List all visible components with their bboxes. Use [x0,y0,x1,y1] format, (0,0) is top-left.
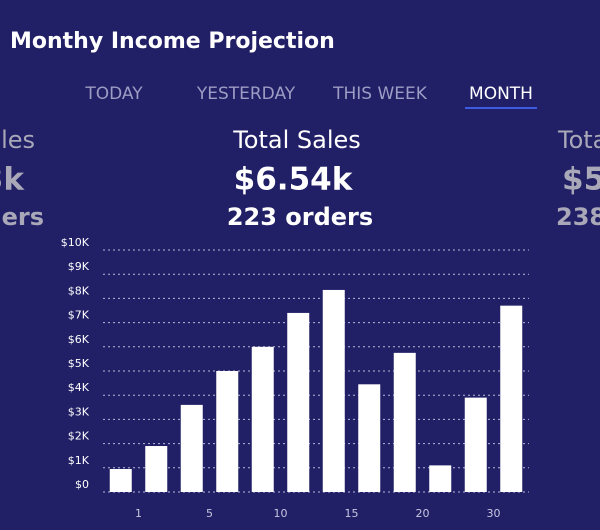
card-title: Tota [557,126,600,154]
bar [251,346,274,492]
tab[interactable]: TODAY [84,84,143,104]
bar [145,446,168,492]
card-orders: 223 orders [227,203,373,231]
y-tick-label: $6K [68,333,90,346]
x-tick-label: 5 [206,507,213,520]
x-tick-label: 15 [345,507,359,520]
card-title: Total Sales [232,126,361,154]
bar [180,404,203,492]
x-tick-label: 20 [416,507,430,520]
tab[interactable]: YESTERDAY [196,84,296,104]
card-title: les [1,126,35,154]
x-tick-label: 1 [135,507,142,520]
tab[interactable]: THIS WEEK [332,84,428,104]
card-orders: ders [0,203,44,231]
bar [429,465,452,492]
y-tick-label: $4K [68,381,90,394]
y-tick-label: $8K [68,284,90,297]
card-amount: $5 [562,162,600,198]
card-orders: 238 [556,203,600,231]
y-tick-label: $10K [61,236,90,249]
y-tick-label: $5K [68,357,90,370]
y-tick-label: $9K [68,260,90,273]
bar [287,312,310,492]
bar [393,352,416,492]
header-title: Monthy Income Projection [10,29,335,54]
bar [216,371,239,492]
bar [358,384,381,492]
y-tick-label: $2K [68,430,90,443]
card-amount: $6.54k [234,162,354,198]
y-tick-label: $7K [68,309,90,322]
x-tick-label: 30 [487,507,501,520]
tab-underline [465,107,537,109]
bar [500,305,523,492]
y-tick-label: $3K [68,405,90,418]
bar [322,289,345,492]
card-amount: 3k [0,162,25,198]
tab[interactable]: MONTH [469,84,533,104]
x-tick-label: 10 [274,507,288,520]
y-tick-label: $0 [75,478,89,491]
y-tick-label: $1K [68,454,90,467]
bar [109,469,132,492]
bar [464,397,487,492]
